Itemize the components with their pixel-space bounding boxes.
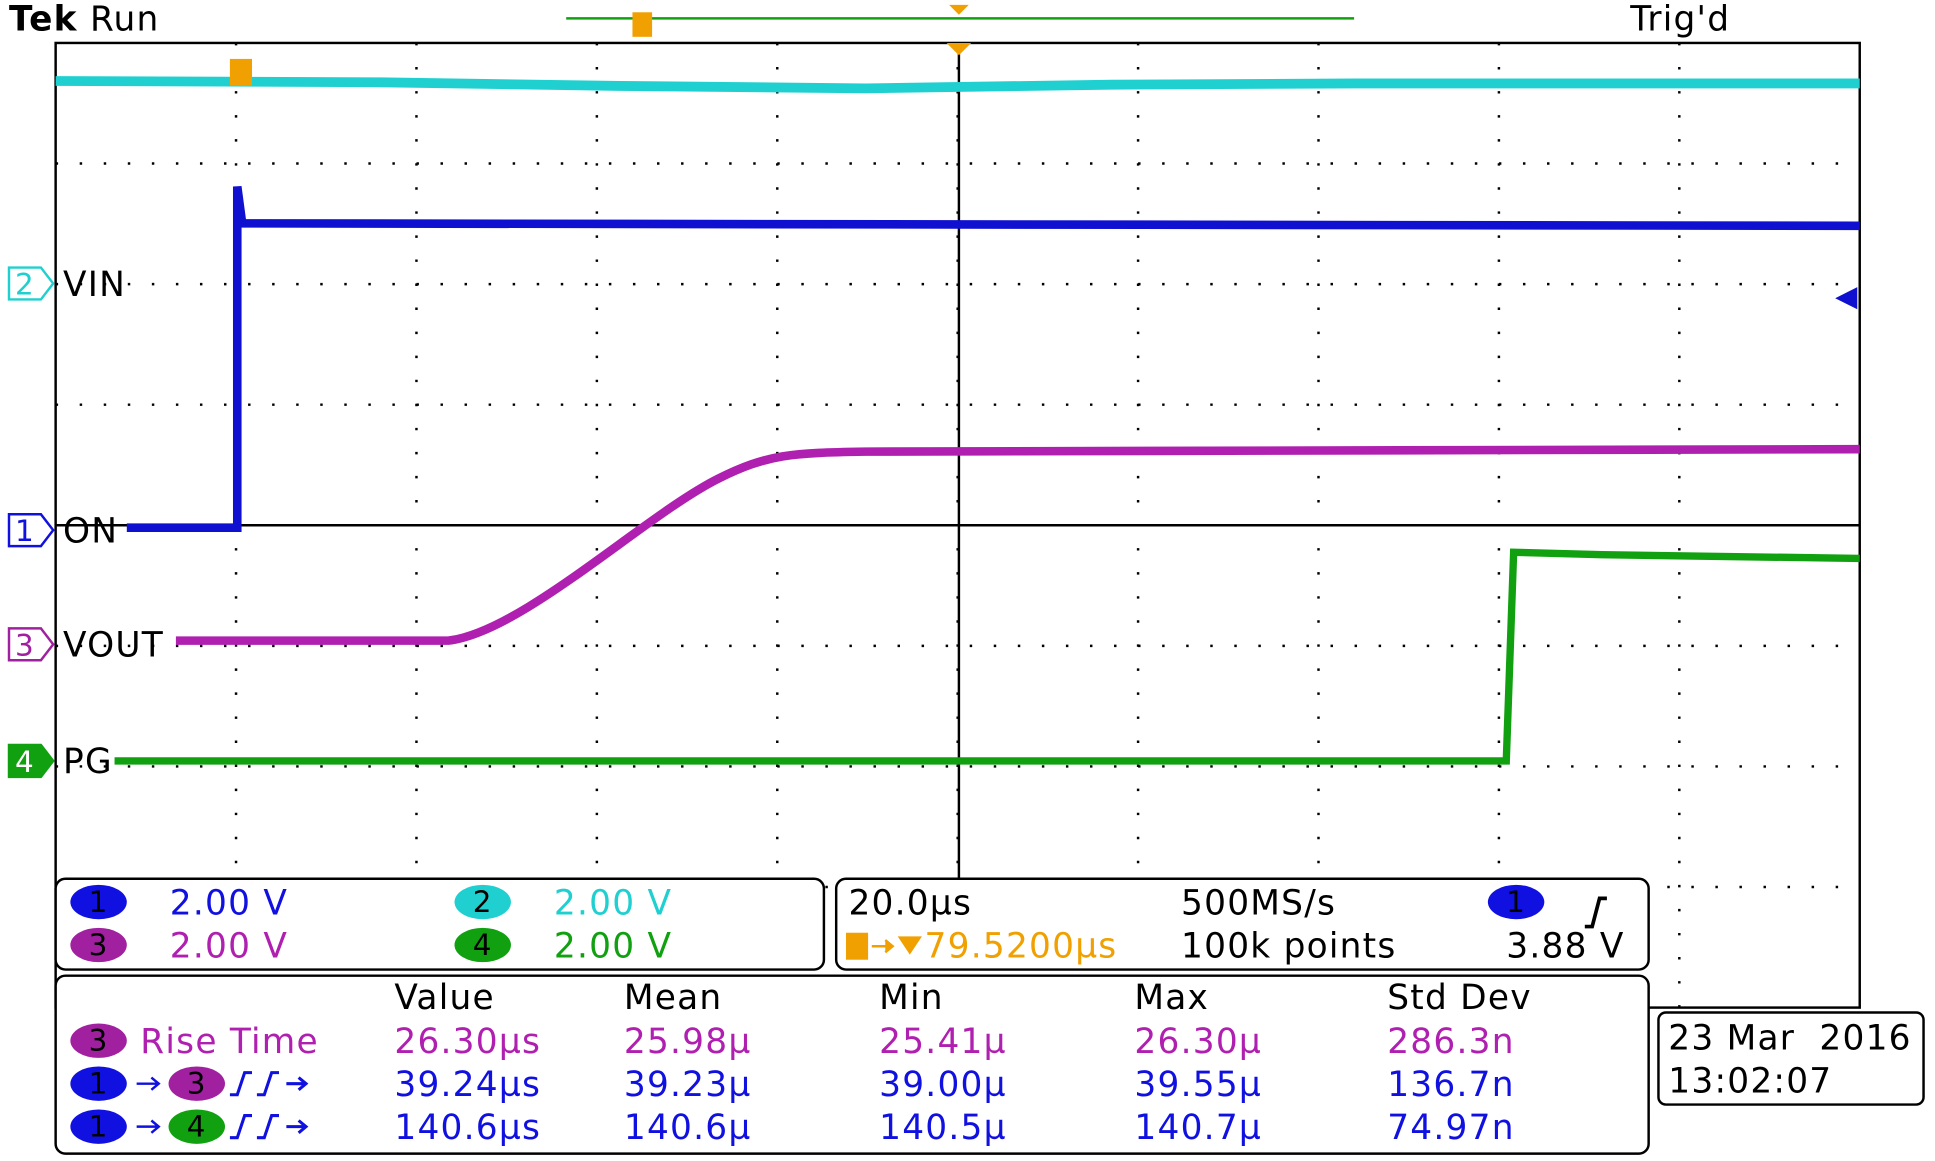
channel-label: ON bbox=[63, 511, 118, 551]
trigger-pos-icon bbox=[846, 932, 869, 960]
trigger-marker-top bbox=[632, 12, 653, 37]
channel-badge-number: 3 bbox=[187, 1067, 207, 1101]
ch3-trace bbox=[175, 444, 1860, 645]
measurement-value: 39.55µ bbox=[1134, 1065, 1262, 1105]
channel-scale: 2.00 V bbox=[554, 883, 672, 923]
timebase-panel bbox=[834, 877, 1650, 971]
trigger-level: 3.88 V bbox=[1506, 926, 1624, 966]
measurement-value: 39.00µ bbox=[879, 1065, 1007, 1105]
channel-number: 4 bbox=[15, 745, 35, 779]
measurement-header: Mean bbox=[624, 978, 723, 1018]
measurement-label: Rise Time bbox=[140, 1022, 319, 1062]
time: 13:02:07 bbox=[1668, 1061, 1832, 1101]
channel-scale: 2.00 V bbox=[554, 926, 672, 966]
channel-label: VIN bbox=[63, 265, 126, 305]
brand: Tek bbox=[9, 0, 78, 40]
measurement-value: 286.3n bbox=[1387, 1022, 1515, 1062]
channel-badge-number: 1 bbox=[89, 885, 109, 919]
channel-label: VOUT bbox=[63, 626, 164, 666]
channel-badge bbox=[1487, 884, 1545, 920]
channel-badge bbox=[454, 884, 511, 920]
measurement-value: 140.7µ bbox=[1134, 1108, 1262, 1148]
channel-badge-number: 2 bbox=[473, 885, 493, 919]
trigger-level-arrow bbox=[1835, 287, 1858, 310]
channel-badge-number: 1 bbox=[89, 1110, 109, 1144]
arrow bbox=[136, 1119, 161, 1134]
channel-label: PG bbox=[63, 742, 113, 782]
channel-number: 1 bbox=[15, 514, 35, 548]
channel-badge bbox=[168, 1109, 225, 1144]
channel-marker bbox=[7, 743, 55, 779]
measurement-value: 140.6µ bbox=[624, 1108, 752, 1148]
measurement-value: 74.97n bbox=[1387, 1108, 1515, 1148]
channel-panel bbox=[54, 877, 826, 971]
measurement-value: 140.6µs bbox=[394, 1108, 541, 1148]
measurement-panel bbox=[54, 974, 1650, 1155]
channel-badge-number: 3 bbox=[89, 1024, 109, 1058]
channel-badge-number: 4 bbox=[473, 928, 493, 962]
channel-badge-number: 1 bbox=[1506, 885, 1526, 919]
trigger-arrow bbox=[946, 4, 972, 56]
arrow bbox=[136, 1076, 161, 1091]
run-status: Run bbox=[90, 0, 160, 40]
measurement-header: Max bbox=[1134, 978, 1209, 1018]
measurement-value: 25.41µ bbox=[879, 1022, 1007, 1062]
trigger-pos-arrow bbox=[871, 936, 922, 955]
time-scale: 20.0µs bbox=[848, 883, 972, 923]
trigger-marker bbox=[229, 58, 252, 86]
channel-marker bbox=[7, 266, 55, 301]
ch4-trace bbox=[114, 548, 1860, 765]
panel-content: 1 2.00 V 2 2.00 V 3 2.00 V 4 2.00 V 1 Value Mean Mi… bbox=[70, 883, 1545, 1148]
ch1-trace bbox=[126, 185, 1860, 533]
measurement-header: Min bbox=[879, 978, 944, 1018]
edge-icon bbox=[1584, 896, 1607, 929]
channel-badge bbox=[70, 1109, 127, 1144]
channel-marker bbox=[7, 513, 55, 548]
trigger-position: 79.5200µs bbox=[925, 926, 1118, 966]
channel-scale: 2.00 V bbox=[170, 883, 288, 923]
measurement-value: 39.24µs bbox=[394, 1065, 541, 1105]
channel-badge-number: 4 bbox=[187, 1110, 207, 1144]
measurement-value: 39.23µ bbox=[624, 1065, 752, 1105]
channel-badge bbox=[454, 927, 511, 963]
edge-icon bbox=[229, 1071, 309, 1097]
channel-badge bbox=[168, 1066, 225, 1101]
edge-icon bbox=[229, 1114, 309, 1140]
ch2-trace bbox=[55, 76, 1860, 94]
channel-badge bbox=[70, 1066, 127, 1101]
channel-badge bbox=[70, 1023, 127, 1058]
measurement-header: Std Dev bbox=[1387, 978, 1532, 1018]
measurement-value: 26.30µ bbox=[1134, 1022, 1262, 1062]
channel-number: 2 bbox=[15, 268, 35, 302]
date: 23 Mar 2016 bbox=[1668, 1018, 1911, 1058]
measurement-value: 140.5µ bbox=[879, 1108, 1007, 1148]
channel-scale: 2.00 V bbox=[170, 926, 288, 966]
channel-markers: 2 VIN 1 ON 3 VOUT 4 PG bbox=[7, 265, 164, 782]
record-length: 100k points bbox=[1181, 926, 1396, 966]
date-box bbox=[1657, 1011, 1925, 1106]
channel-marker bbox=[7, 627, 55, 662]
channel-badge-number: 3 bbox=[89, 928, 109, 962]
measurement-value: 26.30µs bbox=[394, 1022, 541, 1062]
sample-rate: 500MS/s bbox=[1181, 883, 1336, 923]
measurement-value: 25.98µ bbox=[624, 1022, 752, 1062]
channel-badge-number: 1 bbox=[89, 1067, 109, 1101]
measurement-value: 136.7n bbox=[1387, 1065, 1515, 1105]
channel-badge bbox=[70, 884, 127, 920]
measurement-header: Value bbox=[394, 978, 495, 1018]
channel-badge bbox=[70, 927, 127, 963]
trigger-status: Trig'd bbox=[1629, 0, 1730, 40]
channel-number: 3 bbox=[15, 628, 35, 662]
